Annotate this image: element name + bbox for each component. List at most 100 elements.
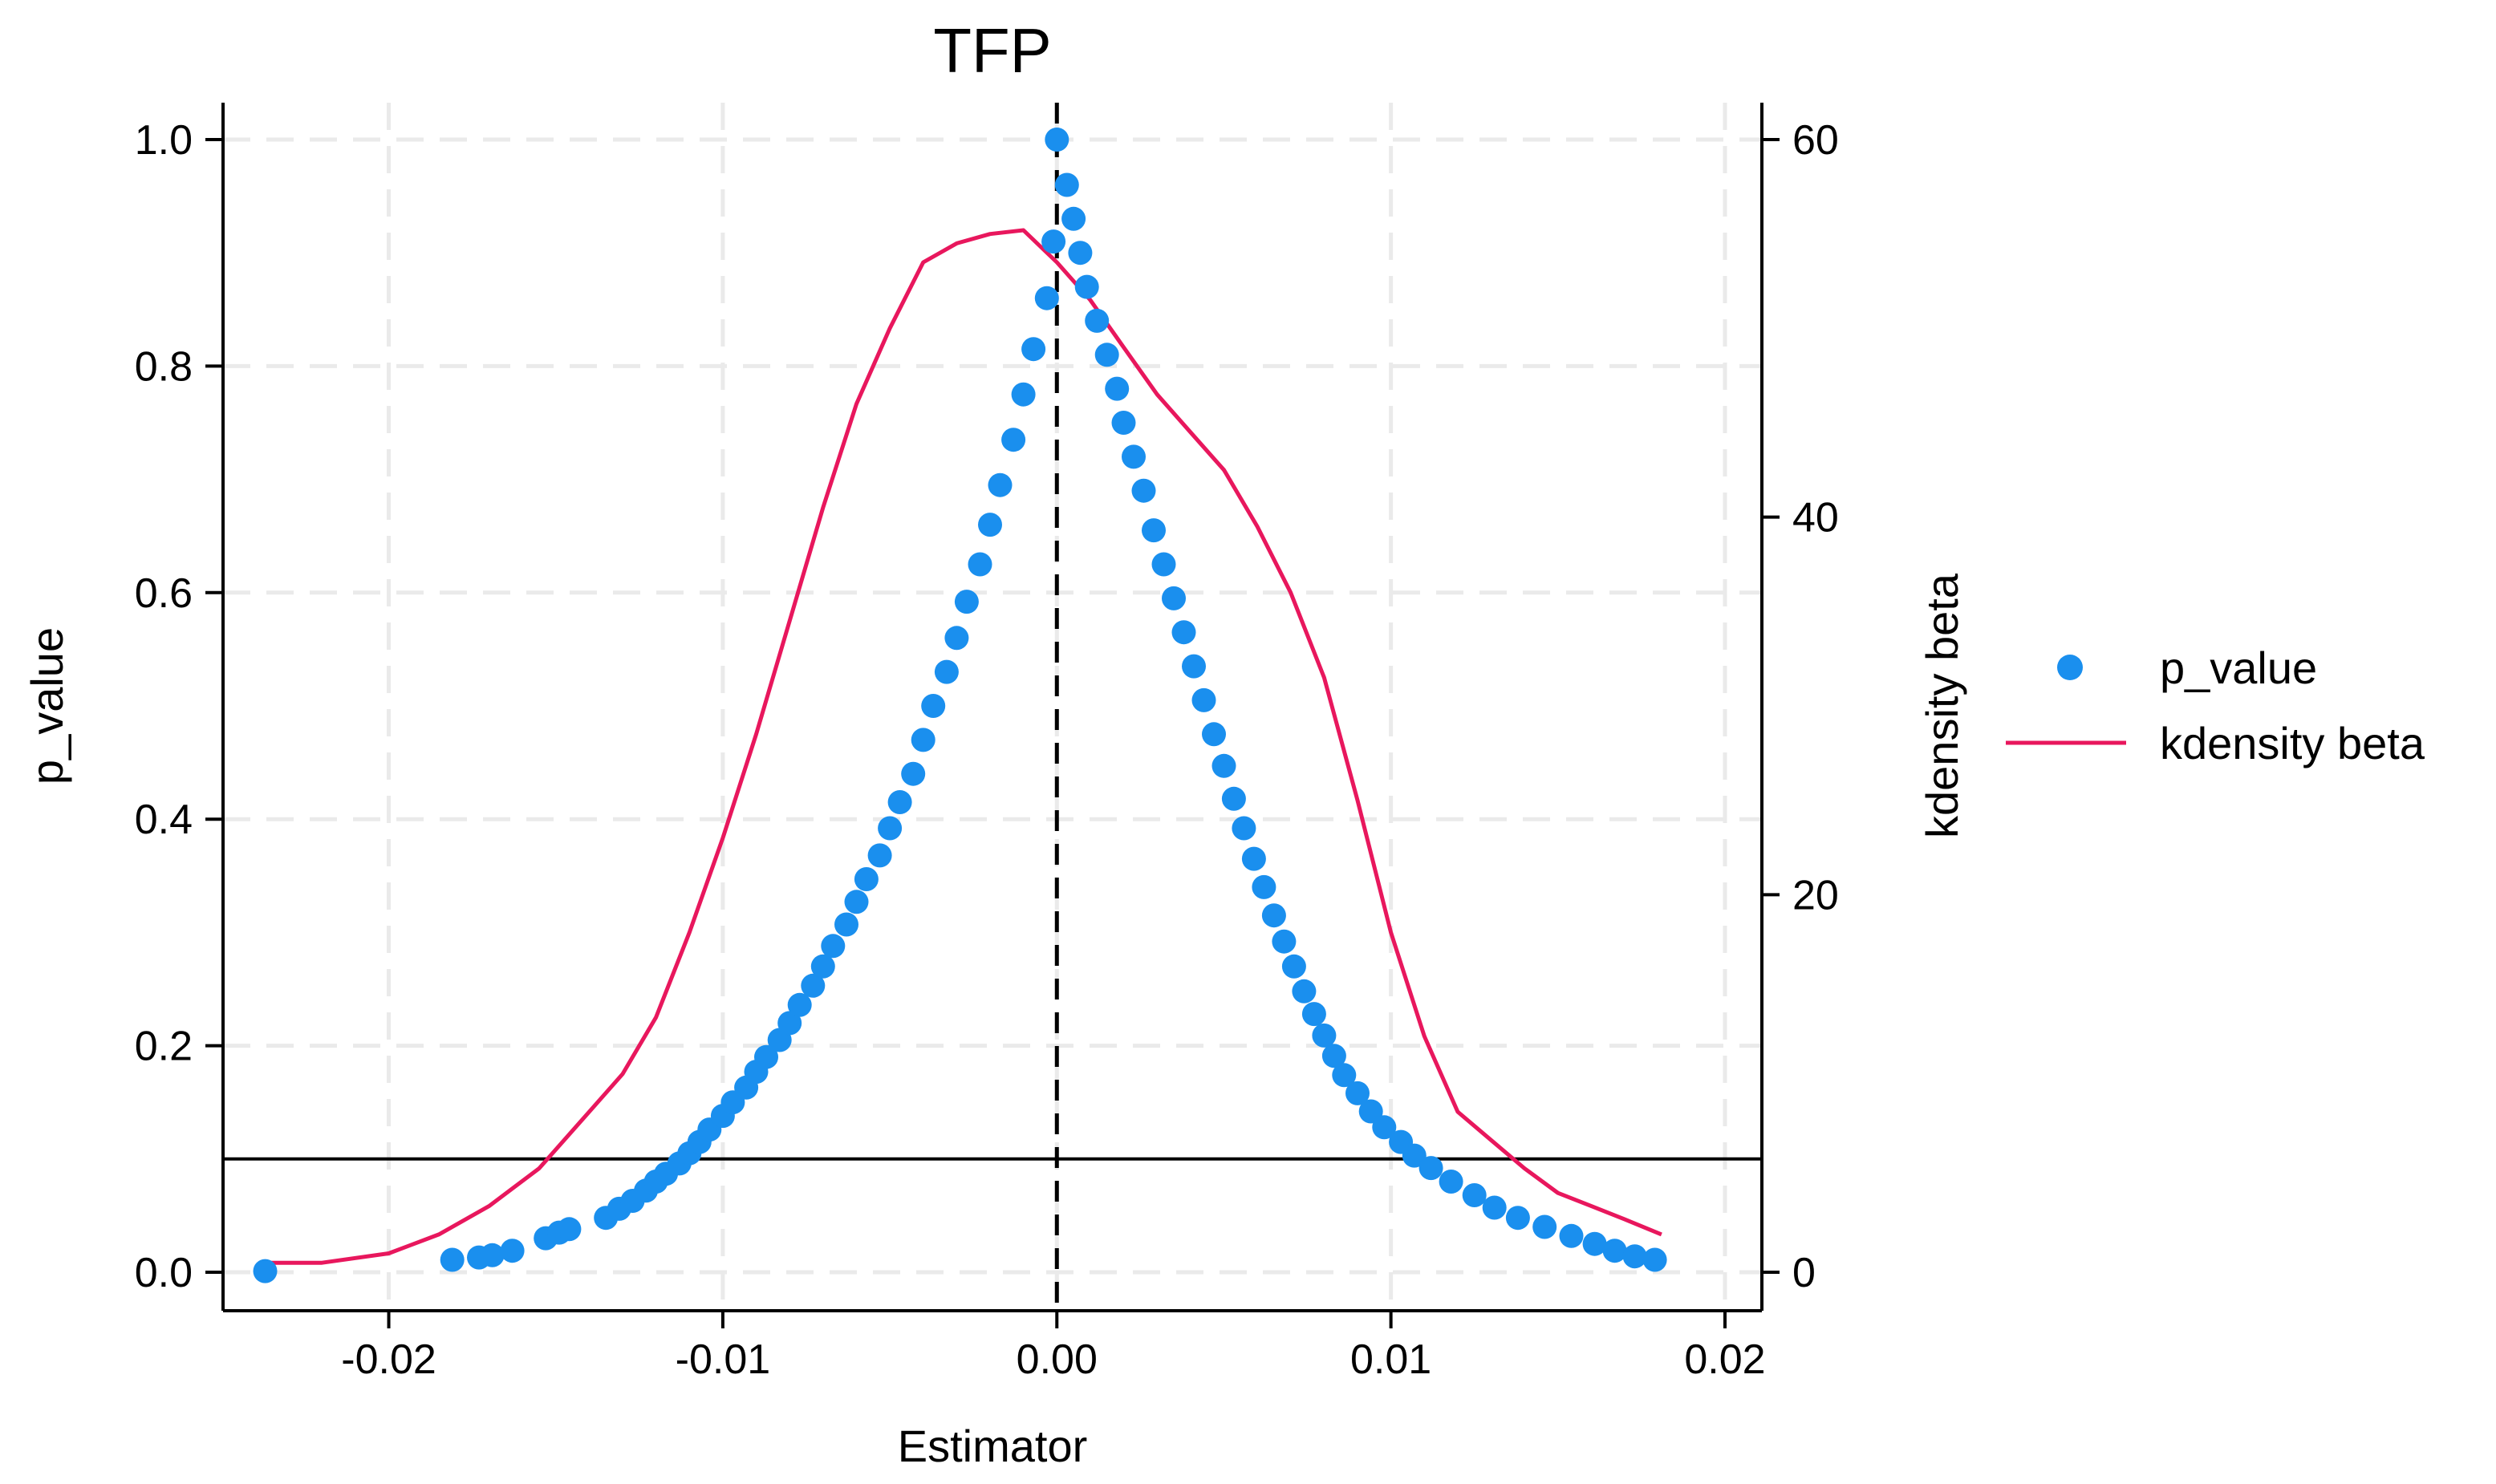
p-value-point: [1105, 376, 1130, 401]
p-value-series: [253, 128, 1667, 1283]
legend-marker-p-value: [2057, 655, 2083, 680]
legend-label-p-value: p_value: [2160, 643, 2317, 693]
y2-tick-label-1: 20: [1792, 872, 1839, 918]
x-tick-label-1: -0.01: [676, 1336, 771, 1383]
p-value-point: [1321, 1044, 1346, 1068]
chart-title: TFP: [933, 15, 1051, 86]
p-value-point: [1345, 1081, 1370, 1105]
p-value-point: [1301, 1002, 1326, 1027]
p-value-point: [1142, 518, 1166, 543]
p-value-point: [1462, 1183, 1487, 1207]
p-value-point: [1001, 428, 1026, 452]
p-value-point: [1232, 816, 1256, 841]
y-axis-ticks: 0.0 0.2 0.4 0.6 0.8 1.0: [135, 117, 223, 1296]
p-value-point: [1439, 1170, 1463, 1194]
p-value-point: [1054, 172, 1079, 197]
p-value-point: [1252, 874, 1276, 899]
p-value-point: [988, 472, 1013, 497]
p-value-point: [921, 694, 946, 718]
p-value-point: [1162, 586, 1186, 610]
x-tick-label-2: 0.00: [1017, 1336, 1098, 1383]
p-value-point: [844, 890, 869, 914]
y-tick-label-2: 0.4: [135, 797, 193, 843]
p-value-point: [1402, 1143, 1427, 1168]
p-value-point: [1505, 1206, 1530, 1231]
p-value-point: [1074, 274, 1099, 299]
p-value-point: [867, 843, 892, 868]
p-value-point: [1532, 1214, 1557, 1239]
p-value-point: [1151, 552, 1176, 577]
p-value-point: [901, 761, 926, 786]
p-value-point: [821, 934, 846, 959]
p-value-point: [1085, 308, 1110, 333]
p-value-point: [1582, 1231, 1607, 1256]
p-value-point: [944, 626, 969, 651]
p-value-point: [854, 867, 879, 891]
y-axis-title: p_value: [22, 627, 72, 785]
p-value-point: [1061, 206, 1086, 231]
p-value-point: [1131, 478, 1156, 503]
legend-label-kdensity: kdensity beta: [2160, 718, 2425, 768]
kdensity-series: [265, 228, 1662, 1265]
p-value-point: [968, 552, 992, 577]
y-tick-label-0: 0.0: [135, 1250, 193, 1296]
p-value-point: [1211, 753, 1236, 778]
p-value-point: [954, 590, 979, 614]
p-value-point: [1312, 1023, 1337, 1048]
x-axis-ticks: -0.02 -0.01 0.00 0.01 0.02: [341, 1311, 1766, 1383]
p-value-point: [1034, 286, 1059, 310]
p-value-point: [557, 1217, 582, 1242]
y2-axis-ticks: 0 20 40 60: [1762, 117, 1839, 1296]
y2-tick-label-2: 40: [1792, 495, 1839, 541]
p-value-point: [1202, 722, 1226, 747]
p-value-point: [934, 659, 959, 684]
kdensity-line: [265, 228, 1662, 1265]
p-value-point: [1122, 444, 1146, 469]
y2-tick-label-3: 60: [1792, 117, 1839, 164]
p-value-point: [1372, 1115, 1397, 1140]
p-value-point: [1094, 343, 1119, 367]
p-value-point: [1191, 687, 1216, 712]
p-value-point: [1482, 1195, 1507, 1220]
y2-tick-label-0: 0: [1792, 1250, 1816, 1296]
y-tick-label-4: 0.8: [135, 343, 193, 390]
y2-axis-title: kdensity beta: [1917, 573, 1967, 838]
p-value-point: [887, 790, 912, 814]
x-tick-label-4: 0.02: [1684, 1336, 1765, 1383]
x-axis-title: Estimator: [898, 1421, 1088, 1471]
p-value-point: [777, 1011, 802, 1036]
p-value-point: [253, 1259, 278, 1283]
y-tick-label-1: 0.2: [135, 1024, 193, 1070]
p-value-point: [1021, 337, 1046, 362]
grid-lines: [223, 103, 1762, 1311]
p-value-point: [787, 992, 812, 1017]
p-value-point: [878, 816, 903, 841]
p-value-point: [440, 1247, 465, 1272]
p-value-point: [1111, 411, 1136, 435]
p-value-point: [810, 954, 835, 979]
p-value-point: [1221, 786, 1246, 811]
p-value-point: [1272, 929, 1297, 954]
x-tick-label-3: 0.01: [1350, 1336, 1431, 1383]
p-value-point: [1292, 979, 1317, 1004]
p-value-point: [1559, 1223, 1584, 1248]
p-value-point: [1602, 1239, 1627, 1263]
p-value-point: [1358, 1099, 1383, 1124]
p-value-point: [1642, 1247, 1667, 1272]
y-tick-label-3: 0.6: [135, 570, 193, 617]
reference-lines: [223, 103, 1762, 1311]
p-value-point: [911, 728, 935, 752]
p-value-point: [1182, 654, 1206, 679]
p-value-point: [834, 912, 858, 937]
p-value-point: [1332, 1063, 1357, 1088]
y-tick-label-5: 1.0: [135, 117, 193, 164]
p-value-point: [1281, 954, 1306, 979]
p-value-point: [1261, 903, 1286, 928]
p-value-point: [1041, 229, 1066, 254]
p-value-point: [1241, 846, 1266, 871]
p-value-point: [480, 1243, 505, 1267]
p-value-point: [500, 1239, 525, 1263]
p-value-point: [1011, 382, 1036, 407]
p-value-point: [1068, 241, 1093, 266]
